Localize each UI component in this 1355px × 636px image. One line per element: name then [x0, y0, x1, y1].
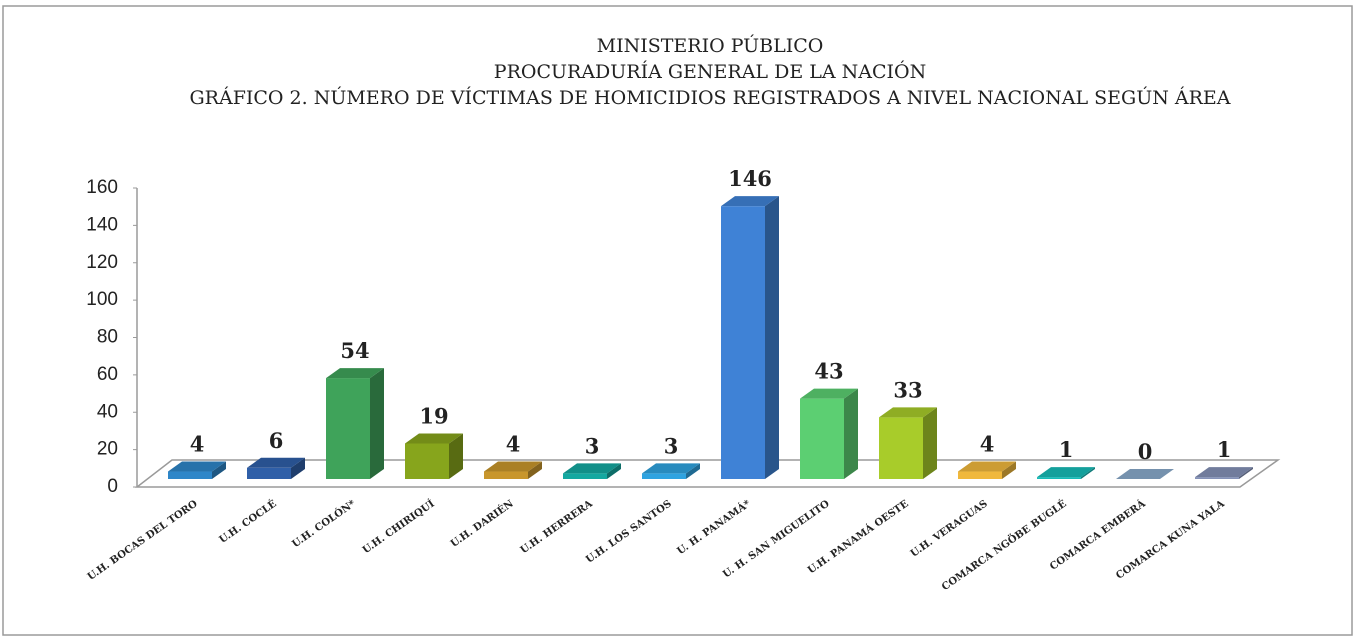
y-tick-label: 140 [86, 214, 118, 235]
y-tick-label: 160 [86, 177, 118, 198]
y-tick-label: 0 [107, 476, 118, 497]
bar-top [326, 368, 384, 379]
bar-front [484, 471, 528, 479]
bar-top [247, 457, 305, 468]
bar-top [484, 461, 542, 472]
bar-front [247, 467, 291, 479]
bar-side [765, 196, 779, 479]
bar-front [800, 398, 844, 479]
bar-side [1002, 461, 1016, 479]
bar-side [212, 461, 226, 479]
bar-top [1116, 469, 1174, 479]
bar-top [1195, 467, 1253, 478]
data-label: 3 [585, 433, 600, 458]
bar-top [879, 407, 937, 418]
bar-top [642, 463, 700, 474]
data-label: 1 [1217, 437, 1232, 462]
bar-front [721, 206, 765, 479]
bar-side [1081, 467, 1095, 479]
bar [1195, 467, 1253, 479]
bar-front [168, 471, 212, 479]
bar-front [958, 471, 1002, 479]
bar-top [563, 463, 621, 474]
bar [563, 463, 621, 479]
y-tick-label: 20 [97, 439, 118, 460]
y-tick-label: 120 [86, 252, 118, 273]
bar [1037, 467, 1095, 479]
bar [405, 433, 463, 479]
bar-front [326, 378, 370, 479]
bar-side [686, 463, 700, 479]
bar-top [168, 461, 226, 472]
x-tick-label: U. H. PANAMÁ* [675, 497, 754, 557]
bar-front [642, 473, 686, 479]
data-label: 54 [340, 338, 369, 363]
bar [484, 461, 542, 479]
x-tick-label: U.H. VERAGUAS [909, 498, 990, 559]
bar-front [405, 443, 449, 479]
bar-top [721, 196, 779, 207]
bar-front [879, 417, 923, 479]
data-label: 3 [664, 433, 679, 458]
chart-title: PROCURADURÍA GENERAL DE LA NACIÓN [494, 60, 926, 83]
x-tick-label: U.H. LOS SANTOS [584, 498, 674, 565]
data-label: 4 [506, 432, 521, 457]
x-tick-label: U.H. COCLÉ [217, 497, 279, 545]
y-tick-label: 60 [97, 364, 118, 385]
bar [247, 457, 305, 479]
floor [134, 459, 1281, 488]
bar [958, 461, 1016, 479]
bar-top [800, 388, 858, 399]
data-label: 43 [814, 359, 843, 384]
chart-title: MINISTERIO PÚBLICO [597, 34, 824, 57]
bar [800, 388, 858, 479]
bar-side [370, 368, 384, 479]
bar [642, 463, 700, 479]
bar-side [923, 407, 937, 479]
bar-top [1037, 467, 1095, 478]
bar-front [1037, 477, 1081, 479]
y-tick-label: 80 [97, 327, 118, 348]
data-label: 1 [1059, 437, 1074, 462]
bar-side [528, 461, 542, 479]
frame [2, 5, 1353, 636]
bar-side [449, 433, 463, 479]
bar-side [607, 463, 621, 479]
bar-side [1239, 467, 1253, 479]
data-label: 4 [190, 432, 205, 457]
bar [721, 196, 779, 479]
bar-side [291, 457, 305, 479]
bar [1116, 469, 1174, 479]
data-label: 4 [980, 432, 995, 457]
data-label: 33 [893, 377, 922, 402]
data-label: 6 [269, 428, 284, 453]
bar-side [844, 388, 858, 479]
bar-top [405, 433, 463, 444]
x-tick-label: U.H. CHIRIQUÍ [360, 497, 437, 556]
bar-front [563, 473, 607, 479]
x-tick-label: U.H. COLÓN* [290, 497, 359, 550]
data-label: 19 [419, 403, 448, 428]
data-label: 146 [728, 166, 772, 191]
bar-front [1195, 477, 1239, 479]
bar [879, 407, 937, 479]
y-tick-label: 100 [86, 289, 118, 310]
y-tick-label: 40 [97, 401, 118, 422]
x-tick-label: U.H. HERRERA [519, 498, 595, 556]
bar [326, 368, 384, 479]
x-tick-label: U.H. BOCAS DEL TORO [86, 498, 200, 583]
chart-title: GRÁFICO 2. NÚMERO DE VÍCTIMAS DE HOMICID… [190, 86, 1231, 109]
data-label: 0 [1138, 439, 1153, 464]
x-tick-label: U.H. DARIÉN [448, 498, 515, 550]
bar [168, 461, 226, 479]
bar-top [958, 461, 1016, 472]
x-tick-label: COMARCA NGÖBE BUGLÉ [939, 497, 1069, 594]
